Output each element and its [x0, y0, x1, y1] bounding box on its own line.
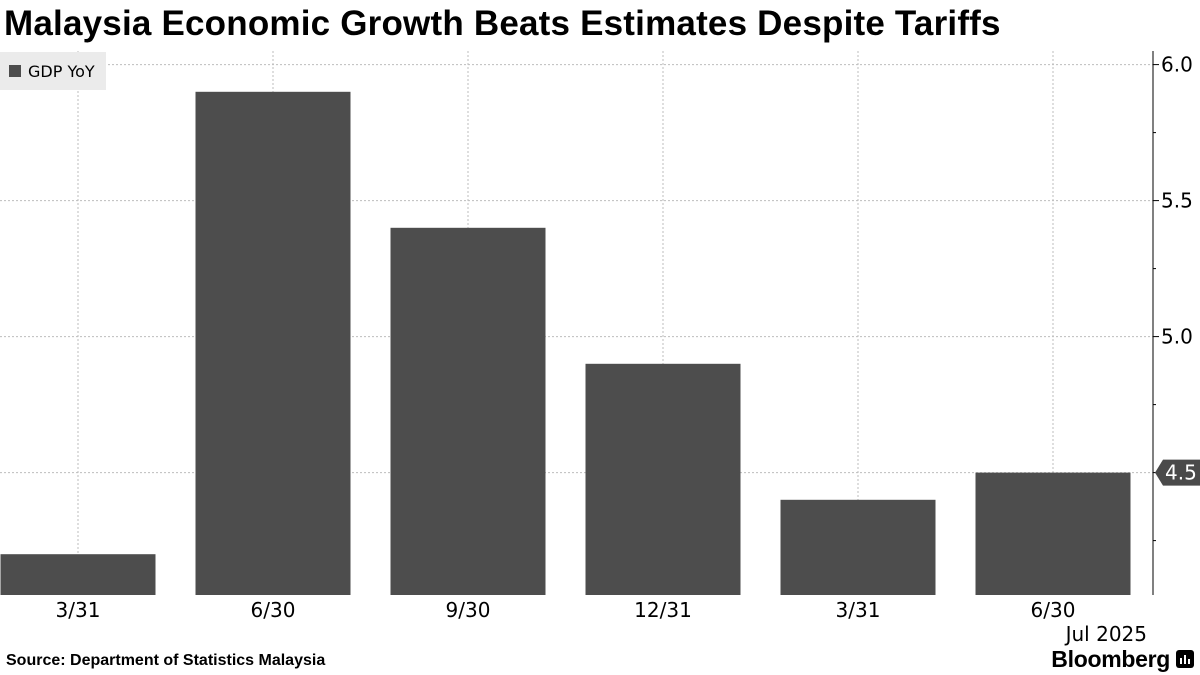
x-tick-label: 12/31 — [634, 598, 692, 622]
last-value-callout — [1155, 459, 1200, 486]
chart-title: Malaysia Economic Growth Beats Estimates… — [4, 4, 1001, 43]
bar — [195, 91, 351, 596]
bar — [390, 227, 546, 596]
x-tick-label: 3/31 — [836, 598, 881, 622]
source-note: Source: Department of Statistics Malaysi… — [6, 652, 326, 669]
legend-label: GDP YoY — [28, 62, 95, 81]
legend-swatch — [9, 65, 21, 77]
x-tick-label: 6/30 — [251, 598, 296, 622]
bar-series — [0, 91, 1131, 596]
bar — [0, 554, 156, 595]
x-tick-label: 6/30 — [1031, 598, 1076, 622]
x-axis: 3/31 6/30 9/30 12/31 3/31 6/30 — [56, 598, 1076, 622]
bloomberg-logo: Bloomberg — [1051, 646, 1170, 672]
y-axis: 5.0 5.5 6.0 4.5 — [1152, 51, 1200, 595]
bar — [585, 363, 741, 595]
bloomberg-icon — [1176, 650, 1194, 668]
x-tick-label: 3/31 — [56, 598, 101, 622]
bar — [975, 472, 1131, 595]
y-tick-label: 5.0 — [1161, 325, 1193, 349]
x-period-label: Jul 2025 — [1064, 622, 1147, 646]
y-tick-label: 5.5 — [1161, 189, 1193, 213]
bar — [780, 499, 936, 595]
last-value-label: 4.5 — [1165, 461, 1197, 485]
y-tick-label: 6.0 — [1161, 53, 1193, 77]
legend: GDP YoY — [0, 52, 106, 90]
x-tick-label: 9/30 — [446, 598, 491, 622]
